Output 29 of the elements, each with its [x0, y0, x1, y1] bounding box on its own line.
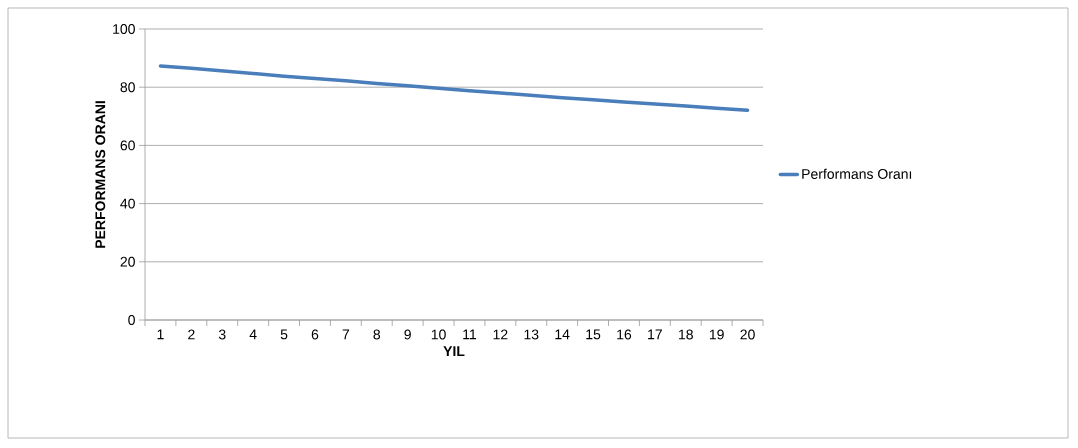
x-tick-label: 4 — [249, 329, 257, 340]
x-tick-label: 20 — [740, 329, 755, 340]
x-tick-label: 17 — [648, 329, 662, 340]
x-tick-label: 14 — [555, 329, 570, 340]
x-tick-label: 6 — [311, 329, 319, 340]
x-tick-label: 18 — [679, 329, 693, 340]
y-tick-label: 40 — [120, 198, 135, 209]
x-tick-label: 3 — [218, 329, 226, 340]
x-tick-label: 7 — [342, 329, 350, 340]
x-tick-label: 12 — [493, 329, 508, 340]
y-tick-label: 20 — [120, 256, 135, 267]
y-tick-label: 60 — [120, 140, 135, 151]
x-tick-label: 2 — [188, 329, 195, 340]
legend-label: Performans Oranı — [802, 168, 912, 179]
x-axis-title: YIL — [443, 346, 465, 356]
x-tick-label: 9 — [404, 329, 411, 340]
x-tick-label: 1 — [157, 329, 164, 340]
x-tick-label: 11 — [463, 329, 477, 340]
x-tick-label: 10 — [431, 329, 446, 340]
x-tick-label: 13 — [524, 329, 539, 340]
x-tick-label: 16 — [617, 329, 632, 340]
y-tick-label: 100 — [113, 24, 135, 34]
x-tick-label: 5 — [280, 329, 288, 340]
y-tick-label: 80 — [120, 82, 135, 93]
y-tick-label: 0 — [128, 315, 135, 325]
y-axis-title: PERFORMANS ORANI — [95, 101, 106, 248]
x-tick-label: 8 — [373, 329, 381, 340]
x-tick-label: 19 — [709, 329, 724, 340]
x-tick-label: 15 — [586, 329, 601, 340]
